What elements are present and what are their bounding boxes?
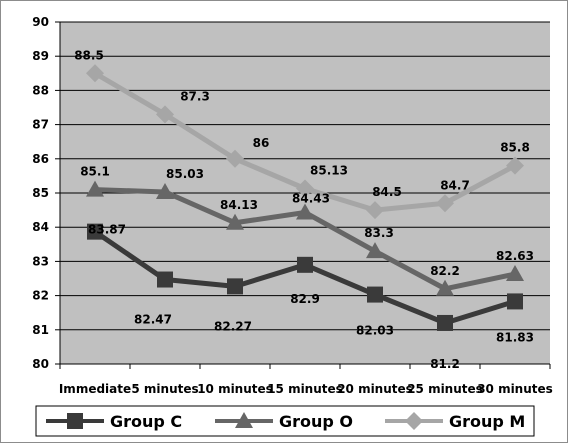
y-tick-label: 90 [32, 15, 49, 29]
data-label: 83.87 [88, 223, 126, 237]
data-label: 84.7 [440, 178, 470, 192]
marker-triangle [156, 182, 174, 199]
y-tick-label: 80 [32, 357, 49, 371]
data-label: 82.47 [134, 313, 172, 327]
data-label: 88.5 [74, 48, 104, 62]
data-label: 84.43 [292, 191, 330, 205]
data-label: 81.83 [496, 330, 534, 344]
marker-triangle [86, 180, 104, 197]
data-labels: 83.87 82.47 82.27 82.9 82.03 81.2 81.83 85.1 85.… [74, 48, 534, 371]
y-tick-label: 85 [32, 186, 49, 200]
marker-square [297, 256, 313, 273]
x-tick-label: 5 minutes [131, 382, 198, 396]
marker-diamond [226, 149, 244, 168]
data-label: 82.03 [356, 324, 394, 338]
axes [55, 21, 551, 369]
data-label: 83.3 [364, 226, 394, 240]
x-tick-label: 25 minutes [407, 382, 483, 396]
marker-diamond [86, 64, 104, 83]
marker-diamond [156, 105, 174, 124]
data-label: 86 [253, 136, 270, 150]
y-tick-labels: 80 81 82 83 84 85 86 87 88 89 90 [32, 15, 49, 371]
y-tick-label: 83 [32, 254, 49, 268]
marker-square [227, 278, 243, 295]
marker-triangle [506, 265, 524, 282]
y-tick-label: 81 [32, 323, 49, 337]
y-tick-label: 87 [32, 118, 49, 132]
marker-square [87, 223, 103, 240]
marker-triangle [296, 203, 314, 220]
y-tick-label: 84 [32, 220, 49, 234]
marker-square [157, 271, 173, 288]
marker-triangle [366, 242, 384, 259]
x-tick-label: Immediate [59, 382, 131, 396]
marker-triangle [235, 412, 253, 428]
data-label: 84.5 [372, 185, 402, 199]
series-markers [86, 64, 524, 331]
marker-triangle [226, 213, 244, 230]
x-tick-label: 30 minutes [477, 382, 553, 396]
x-tick-label: 20 minutes [337, 382, 413, 396]
marker-diamond [506, 156, 524, 175]
marker-square [367, 286, 383, 303]
marker-diamond [366, 201, 384, 220]
y-tick-label: 82 [32, 289, 49, 303]
data-label: 82.63 [496, 249, 534, 263]
data-label: 82.9 [290, 292, 320, 306]
legend-label: Group C [110, 412, 182, 431]
legend-label: Group O [279, 412, 353, 431]
data-label: 84.13 [220, 198, 258, 212]
data-label: 85.8 [500, 141, 530, 155]
data-label: 85.03 [166, 167, 204, 181]
data-label: 85.1 [80, 165, 110, 179]
marker-diamond [296, 179, 314, 198]
marker-triangle [436, 279, 454, 296]
data-label: 87.3 [180, 89, 210, 103]
data-label: 82.27 [214, 319, 252, 333]
marker-square [507, 293, 523, 310]
legend: Group C Group O Group M [35, 405, 535, 437]
marker-square [437, 314, 453, 331]
y-tick-label: 88 [32, 83, 49, 97]
marker-diamond [405, 412, 423, 430]
marker-square [67, 413, 83, 429]
x-tick-label: 10 minutes [197, 382, 273, 396]
legend-label: Group M [449, 412, 525, 431]
legend-box [35, 405, 535, 437]
data-label: 82.2 [430, 264, 460, 278]
data-label: 81.2 [430, 357, 460, 371]
data-label: 85.13 [310, 164, 348, 178]
y-tick-label: 89 [32, 49, 49, 63]
marker-diamond [436, 194, 454, 213]
y-tick-label: 86 [32, 152, 49, 166]
x-tick-label: 15 minutes [267, 382, 343, 396]
